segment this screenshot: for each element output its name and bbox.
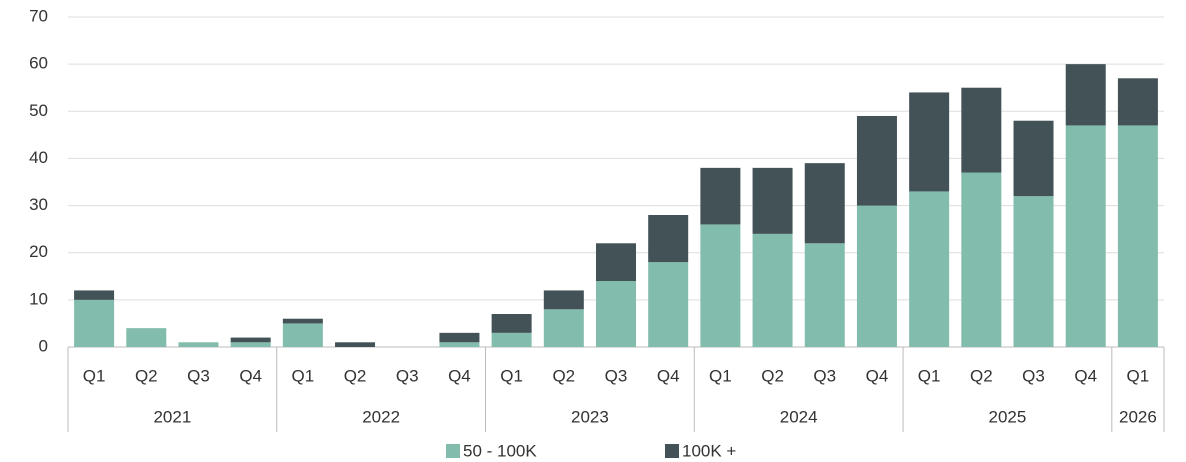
x-tick-label: Q4 [657, 366, 680, 385]
bar-segment [1065, 64, 1106, 126]
bar-segment [596, 281, 636, 347]
x-tick-label: Q2 [135, 366, 158, 385]
bar-segment [856, 116, 897, 206]
group-label: 2022 [362, 407, 400, 426]
y-tick-label: 60 [29, 54, 48, 73]
bar-segment [543, 309, 584, 347]
bar-segment [752, 167, 793, 234]
x-tick-label: Q1 [918, 366, 941, 385]
bar-segment [648, 215, 689, 263]
y-tick-label: 70 [29, 6, 48, 25]
bar-segment [1065, 125, 1106, 347]
bar-segment [961, 172, 1002, 347]
bar-segment [126, 328, 167, 347]
x-tick-label: Q3 [396, 366, 419, 385]
bar-segment [752, 233, 793, 347]
bar-segment [909, 191, 950, 347]
group-label: 2023 [571, 407, 609, 426]
bar-segment [1013, 120, 1054, 197]
x-tick-label: Q1 [1127, 366, 1150, 385]
y-tick-label: 20 [29, 242, 48, 261]
x-tick-label: Q1 [292, 366, 315, 385]
bar-segment [335, 342, 376, 347]
bar-segment [596, 243, 636, 281]
bar-segment [282, 323, 323, 347]
bar-segment [961, 87, 1002, 173]
bar-segment [1013, 196, 1054, 347]
x-tick-label: Q2 [344, 366, 367, 385]
y-tick-label: 30 [29, 195, 48, 214]
bar-segment [491, 314, 532, 333]
bar-segment [178, 342, 219, 347]
bar-segment [230, 342, 271, 347]
bar-segment [74, 299, 115, 347]
bar-segment [439, 332, 480, 343]
y-tick-label: 40 [29, 148, 48, 167]
y-tick-label: 10 [29, 289, 48, 308]
bar-segment [648, 262, 689, 347]
x-tick-label: Q3 [813, 366, 836, 385]
bar-segment [491, 332, 532, 347]
x-tick-label: Q1 [709, 366, 732, 385]
bar-segment [700, 167, 741, 225]
bar-segment [700, 224, 741, 347]
x-tick-label: Q3 [187, 366, 210, 385]
bar-segment [909, 92, 950, 192]
x-tick-label: Q1 [500, 366, 523, 385]
x-tick-label: Q2 [970, 366, 993, 385]
x-tick-label: Q3 [605, 366, 628, 385]
bar-segment [439, 342, 480, 347]
bar-segment [1117, 78, 1158, 126]
x-tick-label: Q4 [239, 366, 262, 385]
x-tick-label: Q2 [761, 366, 784, 385]
y-tick-label: 0 [39, 336, 48, 355]
x-tick-label: Q1 [83, 366, 106, 385]
bar-segment [804, 243, 845, 347]
bar-segment [543, 290, 584, 310]
bar-segment [230, 337, 271, 343]
legend-swatch [665, 444, 679, 458]
legend-swatch [446, 444, 460, 458]
group-label: 2024 [780, 407, 818, 426]
bar-segment [1117, 125, 1158, 347]
legend-label: 50 - 100K [463, 441, 537, 460]
bar-segment [282, 318, 323, 324]
x-tick-label: Q2 [552, 366, 575, 385]
x-tick-label: Q4 [1074, 366, 1097, 385]
bar-segment [74, 290, 115, 300]
bar-segment [804, 163, 845, 244]
x-tick-label: Q3 [1022, 366, 1045, 385]
group-label: 2021 [153, 407, 191, 426]
x-tick-label: Q4 [448, 366, 471, 385]
group-label: 2025 [989, 407, 1027, 426]
bar-segment [856, 205, 897, 347]
legend-label: 100K + [682, 441, 736, 460]
group-label: 2026 [1119, 407, 1157, 426]
x-tick-label: Q4 [866, 366, 889, 385]
y-tick-label: 50 [29, 101, 48, 120]
